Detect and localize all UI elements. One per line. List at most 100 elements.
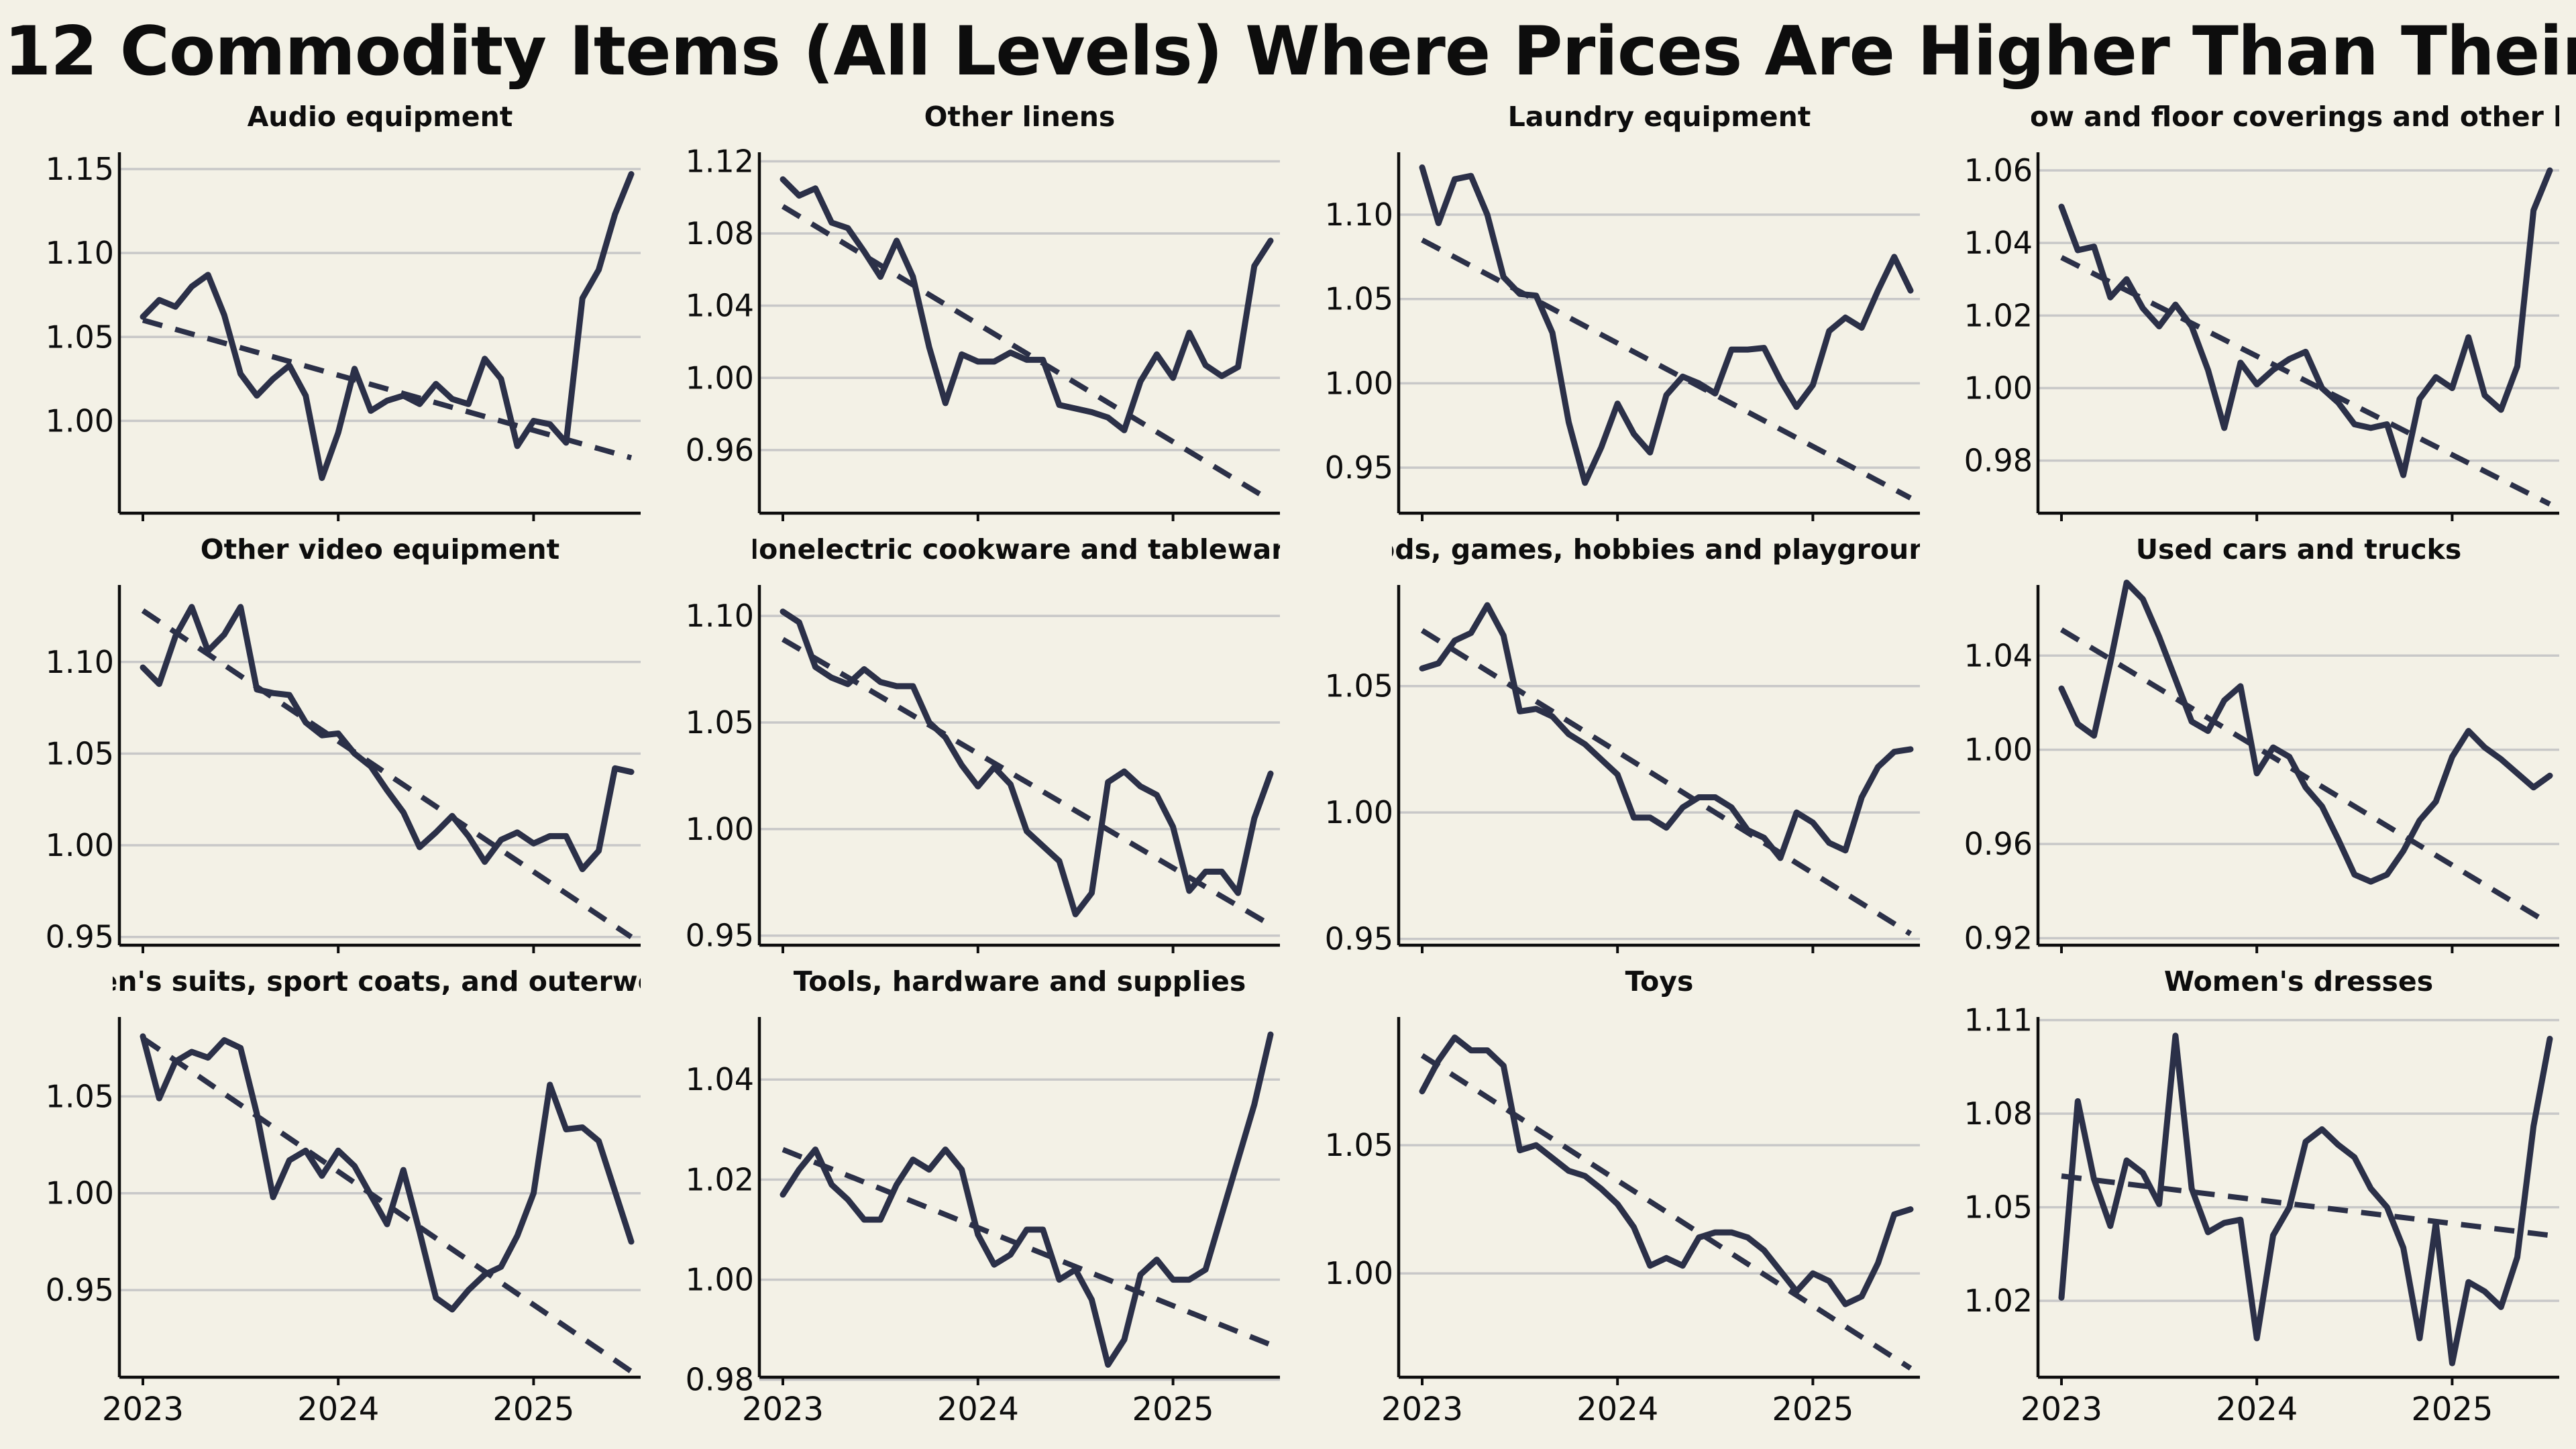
panel-12: Women's dresses 1.02 1.05 1.08 1.11 2023 2024 2…	[1964, 965, 2559, 1428]
price-line	[1419, 1034, 1914, 1307]
panel-6: Nonelectric cookware and tableware 0.95 1.…	[686, 533, 1303, 954]
y-tick-label: 1.00	[1325, 794, 1393, 830]
trend-line	[781, 637, 1273, 928]
x-tick-label: 2024	[297, 1391, 379, 1428]
y-tick-label: 1.00	[686, 360, 754, 396]
panel-title: Other video equipment	[201, 533, 559, 566]
y-tick-label: 0.95	[46, 1272, 114, 1308]
y-tick-label: 1.05	[46, 319, 114, 355]
trend-line	[2061, 1173, 2551, 1238]
price-line	[140, 171, 635, 481]
x-tick-label: 2025	[1132, 1391, 1214, 1428]
price-line	[780, 1031, 1274, 1368]
trend-line	[2060, 255, 2551, 507]
panel-title: Tools, hardware and supplies	[794, 965, 1246, 998]
y-tick-label: 1.08	[686, 215, 754, 252]
x-tick-label: 2023	[2021, 1391, 2102, 1428]
y-tick-label: 0.92	[1964, 920, 2033, 956]
price-line	[780, 608, 1274, 918]
panel-8: Used cars and trucks 0.92 0.96 1.00 1.04	[1964, 533, 2559, 956]
x-tick-label: 2025	[1772, 1391, 1854, 1428]
x-tick-label: 2023	[742, 1391, 824, 1428]
trend-line	[1420, 1053, 1913, 1371]
y-tick-label: 1.10	[686, 598, 754, 634]
y-tick-label: 0.98	[1964, 443, 2033, 479]
y-tick-label: 0.95	[1325, 921, 1393, 957]
y-tick-label: 1.10	[46, 644, 114, 680]
y-tick-label: 1.05	[46, 735, 114, 771]
x-tick-label: 2023	[1381, 1391, 1463, 1428]
panel-title: Sporting goods, games, hobbies and playg…	[1194, 533, 2125, 566]
panel-9: Men's suits, sport coats, and outerwear 0…	[46, 965, 689, 1428]
panel-title: Laundry equipment	[1508, 101, 1811, 133]
y-tick-label: 1.05	[1325, 668, 1393, 704]
y-tick-label: 1.00	[1325, 1255, 1393, 1291]
panel-10: Tools, hardware and supplies 0.98 1.00 1.02…	[686, 965, 1280, 1428]
panel-title: Women's dresses	[2164, 965, 2433, 998]
x-tick-label: 2023	[102, 1391, 184, 1428]
y-tick-label: 1.04	[686, 1061, 754, 1097]
y-tick-label: 1.02	[1964, 297, 2033, 333]
y-tick-label: 0.95	[46, 919, 114, 955]
price-line	[1419, 164, 1914, 486]
y-tick-label: 1.04	[686, 288, 754, 324]
x-tick-label: 2024	[2216, 1391, 2298, 1428]
panel-2: Other linens 0.96 1.00 1.04 1.08 1.12	[686, 101, 1280, 521]
price-line	[780, 176, 1274, 433]
price-line	[140, 1033, 635, 1313]
y-tick-label: 1.04	[1964, 225, 2033, 261]
y-tick-label: 0.95	[686, 918, 754, 954]
y-tick-label: 1.00	[1964, 732, 2033, 768]
y-tick-label: 1.04	[1964, 637, 2033, 674]
trend-line	[141, 608, 633, 940]
figure-title: 12 Commodity Items (All Levels) Where Pr…	[4, 11, 2576, 91]
y-tick-label: 1.00	[46, 402, 114, 439]
y-tick-label: 0.98	[686, 1362, 754, 1398]
panel-3: Laundry equipment 0.95 1.00 1.05 1.10	[1325, 101, 1920, 521]
y-tick-label: 1.02	[1964, 1283, 2033, 1319]
panel-title: Audio equipment	[248, 101, 513, 133]
y-tick-label: 1.10	[46, 235, 114, 271]
y-tick-label: 0.96	[1964, 826, 2033, 862]
panel-title: Used cars and trucks	[2136, 533, 2461, 566]
panel-title: Men's suits, sport coats, and outerwear	[72, 965, 689, 998]
panel-title: Toys	[1625, 965, 1694, 998]
trend-line	[2059, 627, 2552, 926]
y-tick-label: 1.00	[46, 1175, 114, 1212]
panel-7: Sporting goods, games, hobbies and playg…	[1194, 533, 2125, 957]
panel-4: Window and floor coverings and other lin…	[1951, 101, 2576, 521]
y-tick-label: 1.15	[46, 151, 114, 187]
y-tick-label: 1.06	[1964, 152, 2033, 189]
y-tick-label: 1.00	[686, 1262, 754, 1298]
trend-line	[782, 1146, 1272, 1348]
y-tick-label: 0.95	[1325, 449, 1393, 486]
y-tick-label: 1.12	[686, 143, 754, 179]
panel-title: Window and floor coverings and other lin…	[1951, 101, 2576, 133]
y-tick-label: 1.05	[46, 1078, 114, 1114]
x-tick-label: 2025	[492, 1391, 574, 1428]
x-tick-label: 2025	[2411, 1391, 2493, 1428]
y-tick-label: 1.05	[1325, 1127, 1393, 1163]
trend-line	[141, 1036, 633, 1374]
y-tick-label: 1.00	[1325, 365, 1393, 401]
price-line	[2058, 580, 2553, 885]
panel-title: Other linens	[924, 101, 1116, 133]
trend-line	[142, 317, 633, 461]
x-tick-label: 2024	[937, 1391, 1019, 1428]
panel-1: Audio equipment 1.00 1.05 1.10 1.15	[46, 101, 641, 521]
y-tick-label: 1.10	[1325, 197, 1393, 233]
y-tick-label: 1.00	[46, 827, 114, 863]
panel-5: Other video equipment 0.95 1.00 1.05 1.10	[46, 533, 641, 955]
panel-title: Nonelectric cookware and tableware	[736, 533, 1303, 566]
price-line	[140, 604, 635, 873]
price-line	[2058, 167, 2553, 478]
x-tick-label: 2024	[1576, 1391, 1658, 1428]
y-tick-label: 1.00	[1964, 370, 2033, 406]
price-line	[1419, 602, 1914, 861]
y-tick-label: 1.05	[1964, 1189, 2033, 1226]
y-tick-label: 1.08	[1964, 1095, 2033, 1132]
panel-11: Toys 1.00 1.05 2023 2024 2025	[1325, 965, 1920, 1428]
trend-line	[781, 204, 1273, 503]
